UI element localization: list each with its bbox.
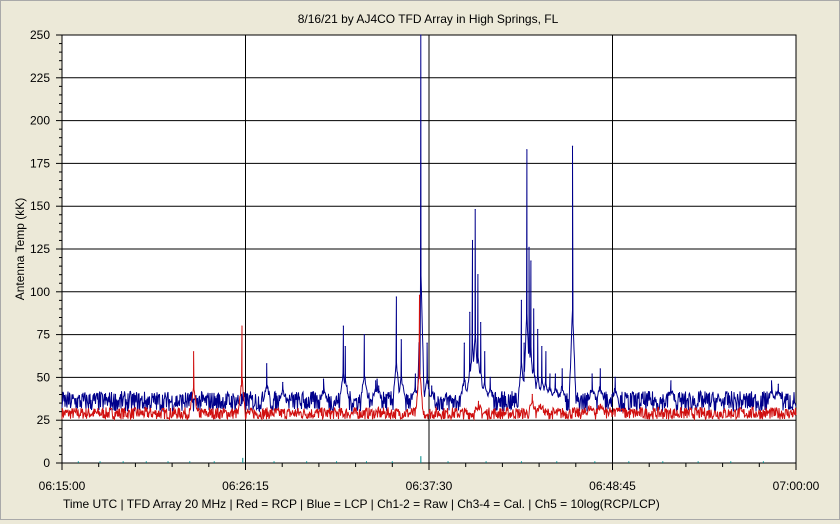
spike-point-lcp: [395, 296, 397, 298]
spike-point-rcp: [192, 351, 195, 353]
x-axis-label: Time UTC | TFD Array 20 MHz | Red = RCP …: [63, 497, 660, 511]
ch5-series: [77, 456, 764, 463]
y-tick-label: 250: [30, 28, 50, 42]
spike-point-lcp: [322, 378, 325, 380]
spike-point-lcp: [400, 339, 402, 341]
spike-point-lcp: [541, 345, 543, 348]
tick-marks: [56, 34, 797, 470]
chart-title: 8/16/21 by AJ4CO TFD Array in High Sprin…: [298, 12, 559, 26]
y-tick-labels: 0 25 50 75 100 125 150 175 200 225 250: [30, 28, 50, 470]
spike-point-lcp: [363, 334, 365, 336]
y-tick-label: 100: [30, 285, 50, 299]
spike-point-rcp: [599, 404, 601, 406]
spike-point-lcp: [777, 383, 779, 385]
spike-point-lcp: [526, 149, 528, 151]
spike-point-lcp: [591, 373, 593, 375]
spike-point-rcp: [418, 294, 421, 296]
spike-point-lcp: [480, 322, 482, 324]
series-line-rcp: [61, 295, 797, 422]
y-tick-label: 200: [30, 114, 50, 128]
y-tick-label: 125: [30, 242, 50, 256]
y-tick-label: 25: [37, 413, 51, 427]
spike-point-lcp: [520, 299, 523, 301]
y-tick-label: 75: [37, 328, 51, 342]
spike-point-lcp: [378, 385, 380, 387]
x-tick-label: 06:37:30: [406, 479, 453, 493]
spike-point-lcp: [554, 373, 557, 375]
y-tick-label: 175: [30, 156, 50, 170]
spike-point-lcp: [431, 385, 433, 387]
spike-point-lcp: [537, 328, 539, 331]
spike-point-rcp: [531, 393, 533, 396]
spike-point-lcp: [420, 34, 422, 36]
x-tick-label: 06:26:15: [222, 479, 269, 493]
spike-point-lcp: [282, 381, 284, 384]
spike-point-rcp: [618, 407, 620, 409]
y-tick-label: 50: [37, 370, 51, 384]
rcp-series: [61, 294, 797, 422]
spike-point-lcp: [266, 363, 268, 365]
y-tick-label: 225: [30, 71, 50, 85]
spike-point-lcp: [523, 342, 525, 344]
spike-point-lcp: [344, 345, 346, 348]
spike-point-lcp: [533, 308, 535, 310]
spike-point-lcp: [770, 380, 773, 382]
spike-point-lcp: [614, 376, 616, 378]
spike-point-lcp: [571, 145, 574, 147]
spike-point-lcp: [484, 351, 486, 353]
spike-point-rcp: [241, 325, 243, 327]
x-tick-label: 06:48:45: [589, 479, 636, 493]
spike-point-lcp: [414, 373, 417, 375]
spike-point-lcp: [477, 274, 479, 276]
y-tick-label: 0: [43, 456, 50, 470]
spike-point-lcp: [463, 342, 465, 344]
spike-point-lcp: [426, 342, 428, 344]
spike-point-lcp: [471, 239, 474, 242]
x-tick-label: 07:00:00: [773, 479, 820, 493]
x-tick-label: 06:15:00: [39, 479, 86, 493]
spike-point-lcp: [530, 260, 532, 262]
spike-point-rcp: [477, 400, 480, 402]
grid: [62, 35, 796, 463]
spike-point-lcp: [469, 311, 471, 313]
spike-point-lcp: [474, 209, 476, 211]
spike-point-lcp: [561, 368, 563, 370]
spike-point-lcp: [376, 378, 378, 380]
spike-point-lcp: [670, 380, 672, 382]
spike-point-lcp: [549, 373, 551, 375]
spike-point-lcp: [342, 325, 344, 327]
spike-point-rcp: [539, 404, 542, 406]
spike-point-lcp: [489, 376, 491, 378]
y-tick-label: 150: [30, 199, 50, 213]
spike-point-lcp: [545, 351, 547, 353]
lcp-series: [61, 34, 797, 413]
spike-point-lcp: [528, 246, 530, 248]
x-tick-labels: 06:15:00 06:26:15 06:37:30 06:48:45 07:00:00: [39, 479, 820, 493]
spike-point-rcp: [590, 405, 592, 408]
y-axis-label: Antenna Temp (kK): [13, 198, 27, 301]
spike-point-lcp: [375, 380, 377, 382]
spike-point-lcp: [599, 368, 601, 370]
